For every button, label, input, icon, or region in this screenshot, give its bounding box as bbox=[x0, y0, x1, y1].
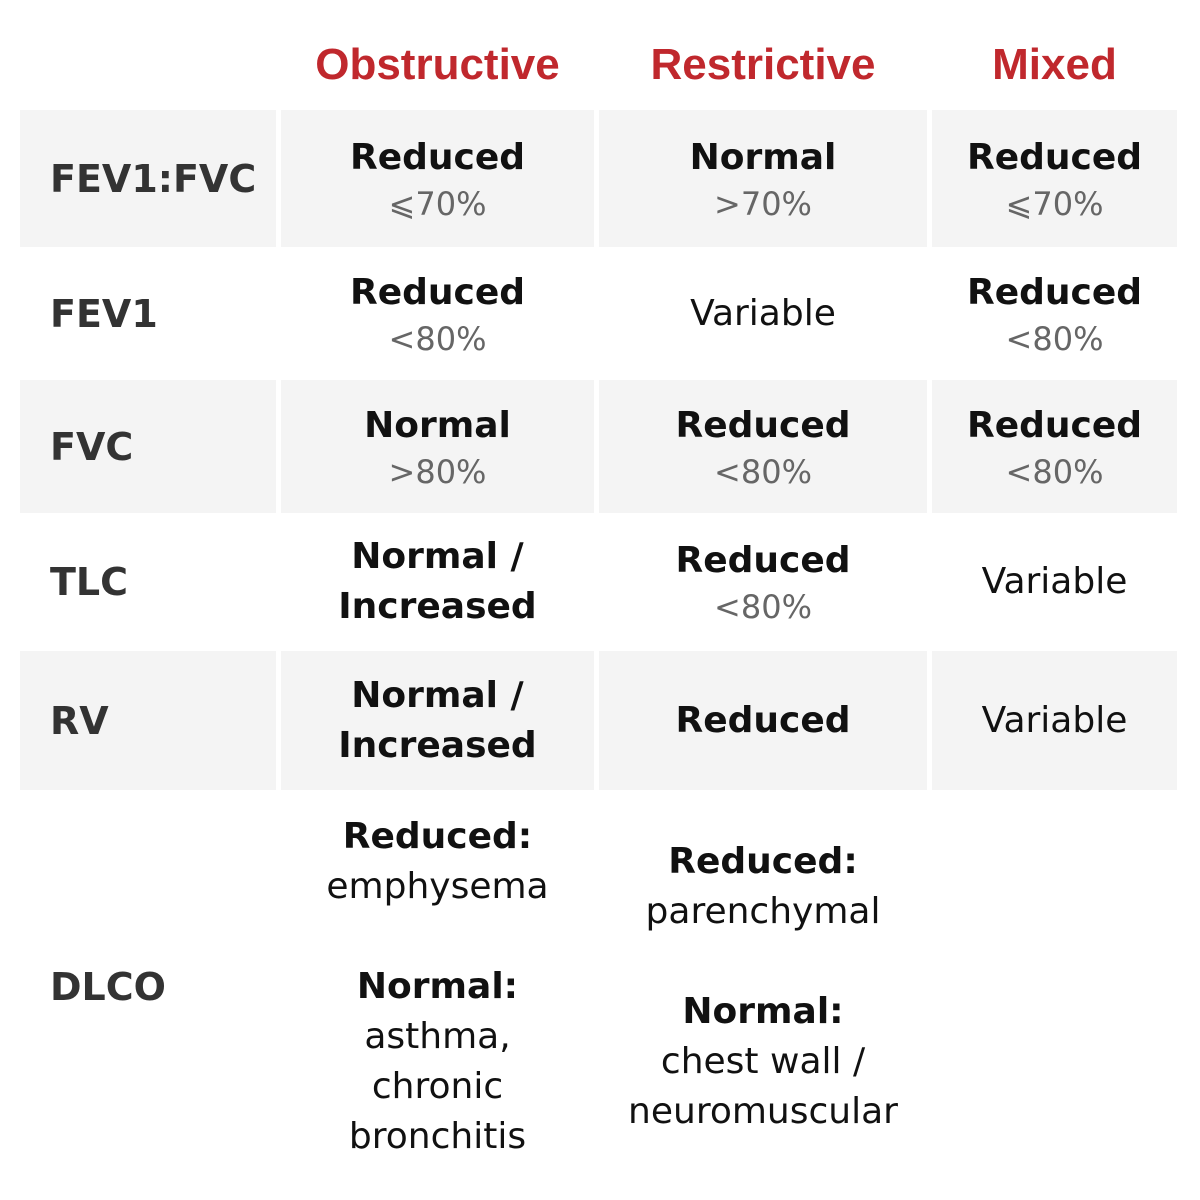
threshold-text: ⩽70% bbox=[1005, 184, 1104, 223]
cell-block: Variable bbox=[982, 557, 1128, 607]
bold-text: Normal / bbox=[351, 674, 524, 716]
table-cell: Reduced: parenchymal Normal: chest wall / ne… bbox=[599, 793, 927, 1180]
table-cell: Normal >80% bbox=[281, 380, 594, 513]
cell-block: Reduced: parenchymal bbox=[646, 837, 881, 937]
table-cell: Reduced <80% bbox=[932, 380, 1177, 513]
cell-block: Normal >70% bbox=[690, 133, 837, 225]
cell-block: Reduced: emphysema bbox=[326, 812, 548, 912]
cell-block: Reduced bbox=[675, 696, 850, 746]
plain-text: bronchitis bbox=[348, 1115, 527, 1157]
plain-text: neuromuscular bbox=[628, 1090, 898, 1132]
cell-block: Reduced <80% bbox=[675, 536, 850, 628]
threshold-text: <80% bbox=[714, 452, 812, 491]
plain-text: asthma, bbox=[364, 1015, 511, 1057]
cell-block: Normal: asthma, chronic bronchitis bbox=[349, 962, 526, 1162]
plain-text: emphysema bbox=[326, 865, 549, 907]
table-cell: Normal / Increased bbox=[281, 516, 594, 647]
threshold-text: >80% bbox=[388, 452, 487, 491]
threshold-text: <80% bbox=[714, 587, 812, 626]
table-cell bbox=[932, 793, 1177, 1180]
bold-text: Normal bbox=[689, 136, 837, 178]
cell-block: Reduced ⩽70% bbox=[967, 133, 1142, 225]
table-cell: Variable bbox=[932, 651, 1177, 790]
plain-text: chronic bbox=[371, 1065, 504, 1107]
cell-block: Reduced <80% bbox=[350, 268, 525, 360]
table-cell: Reduced ⩽70% bbox=[281, 110, 594, 247]
table-cell: Normal >70% bbox=[599, 110, 927, 247]
bold-text: Reduced bbox=[349, 136, 526, 178]
row-label: DLCO bbox=[50, 964, 166, 1009]
bold-text: Increased bbox=[338, 724, 537, 766]
bold-text: Normal: bbox=[682, 990, 844, 1032]
table-cell: Reduced ⩽70% bbox=[932, 110, 1177, 247]
cell-block: Reduced <80% bbox=[967, 268, 1142, 360]
bold-text: Normal: bbox=[356, 965, 519, 1007]
table-cell: Reduced <80% bbox=[599, 516, 927, 647]
row-label: FEV1 bbox=[50, 291, 158, 336]
plain-text: Variable bbox=[690, 292, 836, 334]
cell-block: Normal: chest wall / neuromuscular bbox=[628, 987, 898, 1137]
table-cell: Reduced bbox=[599, 651, 927, 790]
cell-block: Reduced <80% bbox=[675, 401, 850, 493]
cell-block: Reduced <80% bbox=[967, 401, 1142, 493]
row-label: FEV1:FVC bbox=[20, 110, 276, 247]
bold-text: Reduced bbox=[675, 539, 851, 581]
plain-text: parenchymal bbox=[645, 890, 881, 932]
bold-text: Reduced bbox=[675, 699, 851, 741]
table-cell: Reduced <80% bbox=[281, 250, 594, 377]
column-header: Obstructive bbox=[315, 40, 560, 89]
threshold-text: <80% bbox=[1005, 452, 1104, 491]
bold-text: Reduced bbox=[966, 136, 1143, 178]
table-cell: Reduced <80% bbox=[599, 380, 927, 513]
bold-text: Reduced bbox=[966, 271, 1143, 313]
cell-block: Normal / Increased bbox=[338, 671, 536, 771]
cell-block: Reduced ⩽70% bbox=[350, 133, 525, 225]
row-label: FVC bbox=[20, 380, 276, 513]
table-cell: Variable bbox=[599, 250, 927, 377]
table-cell: Reduced <80% bbox=[932, 250, 1177, 377]
cell-block: Normal / Increased bbox=[338, 532, 536, 632]
cell-block: Variable bbox=[982, 696, 1128, 746]
bold-text: Reduced bbox=[675, 404, 851, 446]
bold-text: Reduced: bbox=[342, 815, 533, 857]
bold-text: Reduced bbox=[966, 404, 1143, 446]
threshold-text: ⩽70% bbox=[388, 184, 487, 223]
cell-block: Variable bbox=[690, 289, 836, 339]
bold-text: Increased bbox=[338, 585, 537, 627]
table-cell: Reduced: emphysema Normal: asthma, chronic br… bbox=[281, 793, 594, 1180]
bold-text: Normal bbox=[364, 404, 511, 446]
column-header: Restrictive bbox=[650, 40, 876, 89]
table-cell: Normal / Increased bbox=[281, 651, 594, 790]
cell-block: Normal >80% bbox=[364, 401, 511, 493]
threshold-text: >70% bbox=[714, 184, 812, 223]
column-header: Mixed bbox=[992, 40, 1117, 89]
threshold-text: <80% bbox=[388, 319, 487, 358]
row-label: RV bbox=[20, 651, 276, 790]
bold-text: Normal / bbox=[351, 535, 524, 577]
plain-text: chest wall / bbox=[660, 1040, 866, 1082]
threshold-text: <80% bbox=[1005, 319, 1104, 358]
bold-text: Reduced bbox=[349, 271, 526, 313]
row-label: TLC bbox=[50, 559, 129, 604]
plain-text: Variable bbox=[981, 699, 1128, 741]
table-cell: Variable bbox=[932, 516, 1177, 647]
plain-text: Variable bbox=[981, 560, 1128, 602]
bold-text: Reduced: bbox=[668, 840, 858, 882]
